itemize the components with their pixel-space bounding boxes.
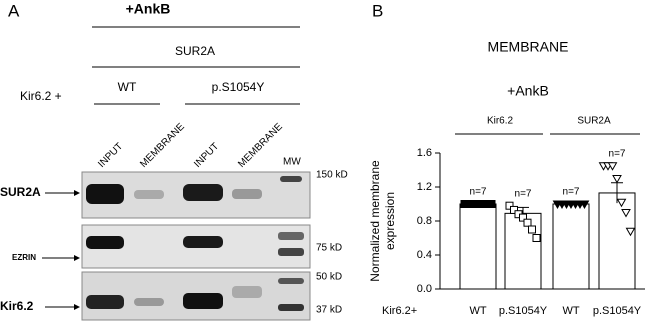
band	[86, 184, 124, 204]
n-label: n=7	[470, 187, 487, 198]
band	[134, 190, 164, 199]
genotype-label: WT	[118, 80, 137, 94]
row-label: Kir6.2+	[382, 305, 417, 317]
n-label: n=7	[563, 187, 580, 198]
lane-label: MEMBRANE	[138, 121, 187, 170]
chart-title: MEMBRANE	[488, 39, 569, 55]
row-prefix: Kir6.2 +	[20, 89, 62, 103]
band	[183, 184, 223, 201]
data-point	[505, 201, 514, 210]
y-tick-label: 0.0	[417, 283, 432, 295]
band	[278, 248, 304, 256]
y-tick-label: 0.4	[417, 249, 432, 261]
x-tick-label: p.S1054Y	[499, 305, 548, 317]
arrow-head	[74, 304, 80, 310]
band	[280, 176, 302, 182]
band	[278, 232, 304, 240]
data-point	[523, 218, 532, 227]
bar	[504, 212, 542, 290]
bar	[598, 192, 636, 290]
lane-label: MEMBRANE	[236, 121, 285, 170]
data-point	[625, 227, 636, 237]
panel-b: B MEMBRANE +AnkB Kir6.2 SUR2A Normalized…	[368, 1, 645, 317]
x-tick-label: WT	[469, 305, 486, 317]
subunit-label: SUR2A	[175, 44, 215, 58]
mw-label: 150 kD	[316, 170, 348, 181]
data-point	[579, 200, 590, 210]
treatment-label: +AnkB	[126, 1, 171, 17]
y-axis-label: expression	[383, 192, 397, 250]
panel-letter: A	[8, 1, 20, 20]
band	[232, 189, 262, 199]
x-tick-label: p.S1054Y	[593, 305, 642, 317]
x-tick-label: WT	[562, 305, 579, 317]
band	[232, 286, 262, 298]
y-axis-label: Normalized membrane	[368, 160, 382, 282]
data-point	[528, 225, 536, 234]
band	[86, 295, 124, 309]
y-tick-label: 1.6	[417, 147, 432, 159]
lane-label: INPUT	[192, 141, 221, 170]
row-label: EZRIN	[12, 253, 36, 262]
group-label: SUR2A	[577, 116, 611, 127]
arrow-head	[74, 255, 80, 261]
arrow-head	[74, 190, 80, 196]
data-point	[616, 198, 627, 208]
lane-label: INPUT	[96, 141, 125, 170]
band	[183, 293, 223, 309]
bar	[552, 203, 590, 290]
data-point	[487, 200, 496, 208]
band	[278, 304, 304, 311]
panel-letter: B	[372, 1, 383, 20]
mw-label: 75 kD	[316, 243, 342, 254]
group-label: Kir6.2	[487, 116, 514, 127]
y-tick-label: 0.8	[417, 215, 432, 227]
y-tick-label: 1.2	[417, 181, 432, 193]
lane-label: MW	[283, 157, 301, 168]
bar	[459, 203, 497, 290]
n-label: n=7	[515, 188, 532, 199]
row-label: SUR2A	[0, 185, 41, 199]
mw-label: 37 kD	[316, 305, 342, 316]
genotype-label: p.S1054Y	[212, 80, 265, 94]
n-label: n=7	[609, 148, 626, 159]
chart-subtitle: +AnkB	[507, 83, 549, 99]
data-point	[612, 175, 622, 184]
data-point	[519, 213, 527, 222]
data-point	[532, 234, 541, 242]
band	[278, 278, 304, 284]
data-point	[621, 209, 631, 218]
data-point	[510, 205, 518, 214]
band	[86, 236, 124, 249]
data-point	[607, 162, 618, 171]
mw-label: 50 kD	[316, 272, 342, 283]
band	[134, 298, 164, 306]
band	[183, 236, 223, 248]
row-label: Kir6.2	[0, 299, 34, 313]
panel-a: A +AnkB SUR2A Kir6.2 + WT p.S1054Y INPUT…	[0, 1, 348, 321]
